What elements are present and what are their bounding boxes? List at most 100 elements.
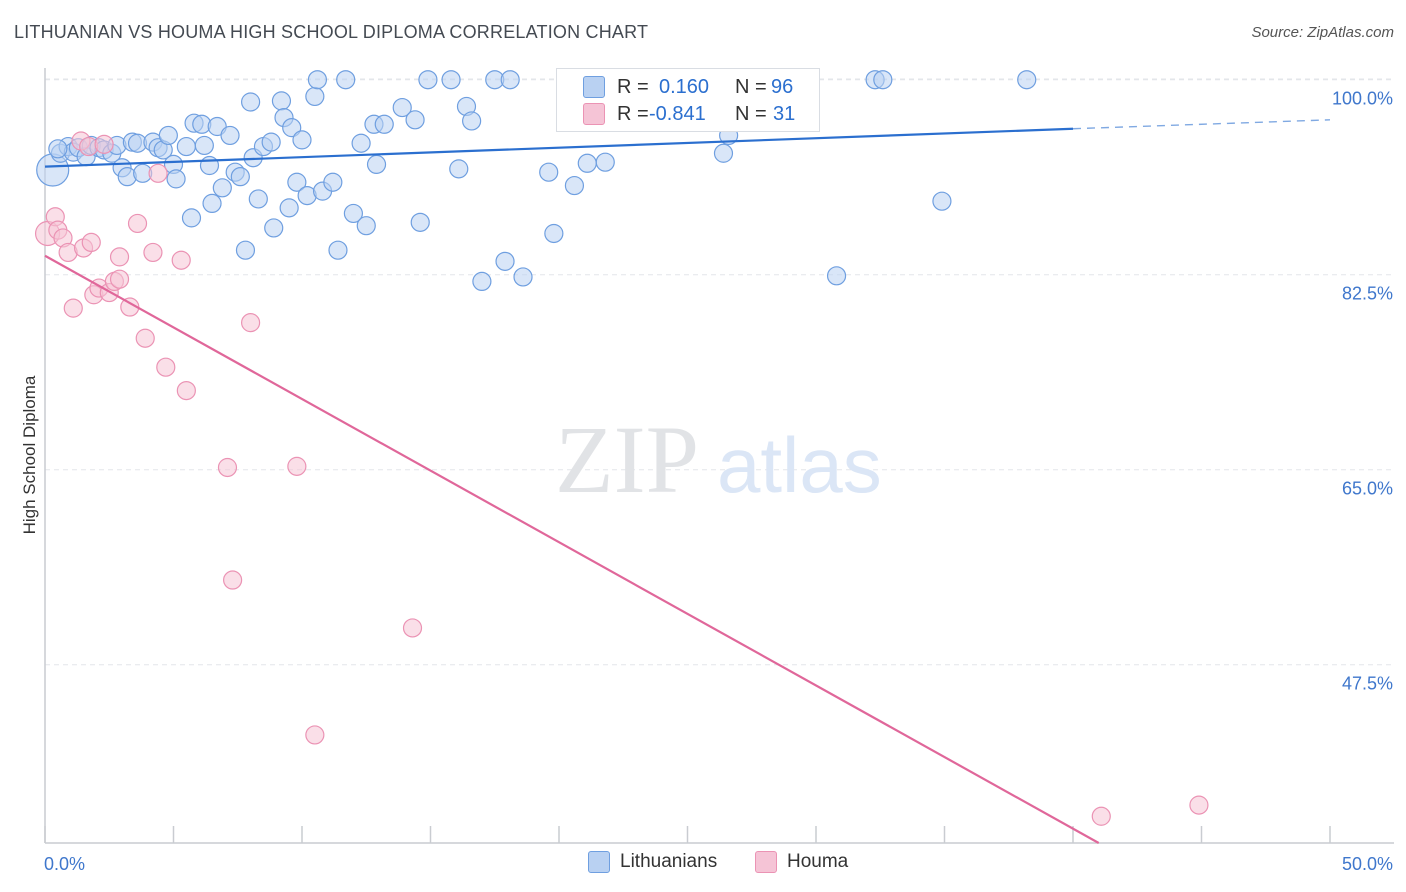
lithuanians-point: [873, 70, 893, 90]
houma-point: [156, 357, 176, 377]
series-swatch-lithuanians: [588, 851, 610, 873]
y-tick-label: 100.0%: [1332, 89, 1393, 109]
lithuanians-point: [282, 118, 302, 138]
lithuanians-point: [595, 152, 615, 172]
lithuanians-point: [241, 92, 261, 112]
lithuanians-point: [48, 139, 68, 159]
lithuanians-point: [343, 203, 363, 224]
lithuanians-point: [158, 125, 178, 146]
lithuanians-point: [166, 169, 186, 189]
lithuanians-point: [826, 266, 847, 286]
lithuanians-point: [366, 154, 387, 174]
houma-point: [143, 242, 163, 263]
houma-point: [287, 456, 307, 476]
lithuanians-point: [305, 86, 325, 107]
lithuanians-point: [202, 193, 222, 213]
lithuanians-point: [261, 132, 281, 152]
axes: [44, 68, 1394, 844]
houma-point: [217, 457, 238, 478]
lithuanians-point: [449, 159, 469, 179]
trend-lines: [44, 119, 1331, 844]
legend-r-value: 0.160: [659, 75, 710, 98]
lithuanians-point: [374, 114, 394, 134]
series-swatch-houma: [755, 851, 777, 873]
lithuanians-point: [472, 271, 492, 291]
houma-point: [63, 298, 83, 318]
legend-n-label: N =: [735, 102, 767, 125]
houma-point: [241, 313, 261, 333]
gridlines: [45, 78, 1394, 666]
y-tick-label: 65.0%: [1342, 479, 1393, 499]
houma-point: [171, 250, 191, 270]
lithuanians-point: [264, 218, 284, 238]
lithuanians-trend-line: [44, 127, 1074, 168]
lithuanians-point: [181, 208, 202, 228]
houma-point: [135, 328, 155, 348]
lithuanians-point: [713, 143, 734, 163]
lithuanians-point: [564, 175, 585, 196]
correlation-legend: R = 0.160 N = 96 R = -0.841 N = 31: [556, 68, 820, 132]
lithuanians-point: [292, 130, 312, 150]
lithuanians-point: [1017, 70, 1037, 90]
series-legend: Lithuanians Houma: [0, 851, 1406, 879]
lithuanians-point: [462, 111, 482, 131]
lithuanians-point: [271, 91, 292, 111]
legend-r-label: R =: [617, 102, 649, 125]
houma-point: [148, 163, 168, 183]
houma-point: [1189, 795, 1209, 815]
lithuanians-trend-extension: [1072, 119, 1331, 130]
lithuanians-point: [410, 212, 430, 232]
legend-swatch-lithuanians: [583, 76, 605, 98]
series-legend-houma[interactable]: Houma: [755, 851, 848, 873]
houma-trend-line: [44, 254, 1100, 844]
legend-r-value: -0.841: [649, 102, 706, 125]
houma-point: [81, 232, 101, 252]
lithuanians-point: [351, 133, 371, 153]
lithuanians-point: [513, 267, 533, 287]
y-tick-label: 82.5%: [1342, 284, 1393, 304]
legend-r-label: R =: [617, 75, 649, 98]
lithuanians-point: [194, 135, 214, 156]
lithuanians-point: [279, 198, 299, 218]
tick-labels: 47.5% 65.0% 82.5% 100.0% 0.0% 50.0%: [44, 89, 1393, 874]
houma-point: [109, 247, 130, 267]
legend-swatch-houma: [583, 103, 605, 125]
lithuanians-point: [577, 153, 597, 173]
chart-title: LITHUANIAN VS HOUMA HIGH SCHOOL DIPLOMA …: [14, 22, 649, 42]
houma-point: [109, 269, 130, 289]
lithuanians-point: [441, 70, 461, 90]
houma-point: [223, 570, 243, 590]
series-legend-lithuanians[interactable]: Lithuanians: [588, 851, 717, 873]
lithuanians-point: [500, 70, 520, 90]
lithuanians-point: [287, 172, 307, 192]
houma-points: [34, 91, 1209, 826]
lithuanians-point: [418, 70, 438, 90]
lithuanians-point: [405, 110, 425, 130]
source-label: Source: ZipAtlas.com: [1251, 24, 1394, 41]
houma-point: [127, 213, 148, 234]
lithuanians-point: [307, 70, 328, 90]
houma-point: [176, 381, 196, 401]
legend-n-label: N =: [735, 75, 767, 98]
legend-n-value: 96: [771, 75, 794, 98]
houma-point: [94, 134, 114, 154]
lithuanians-point: [932, 191, 952, 211]
lithuanians-point: [544, 223, 564, 244]
x-tick-label: 50.0%: [1342, 854, 1393, 874]
watermark-zip: ZIP: [555, 406, 699, 513]
lithuanians-point: [212, 178, 232, 198]
lithuanians-point: [539, 162, 559, 182]
lithuanians-point: [230, 167, 250, 187]
lithuanians-point: [199, 155, 220, 176]
houma-point: [1091, 806, 1111, 826]
lithuanians-point: [248, 189, 268, 209]
lithuanians-point: [328, 240, 348, 260]
series-label-lithuanians: Lithuanians: [620, 851, 718, 872]
lithuanians-points: [36, 70, 1037, 291]
lithuanians-point: [176, 136, 196, 157]
lithuanians-point: [356, 216, 376, 236]
y-tick-label: 47.5%: [1342, 674, 1393, 694]
watermark-atlas: atlas: [717, 421, 882, 509]
lithuanians-point: [235, 240, 256, 260]
